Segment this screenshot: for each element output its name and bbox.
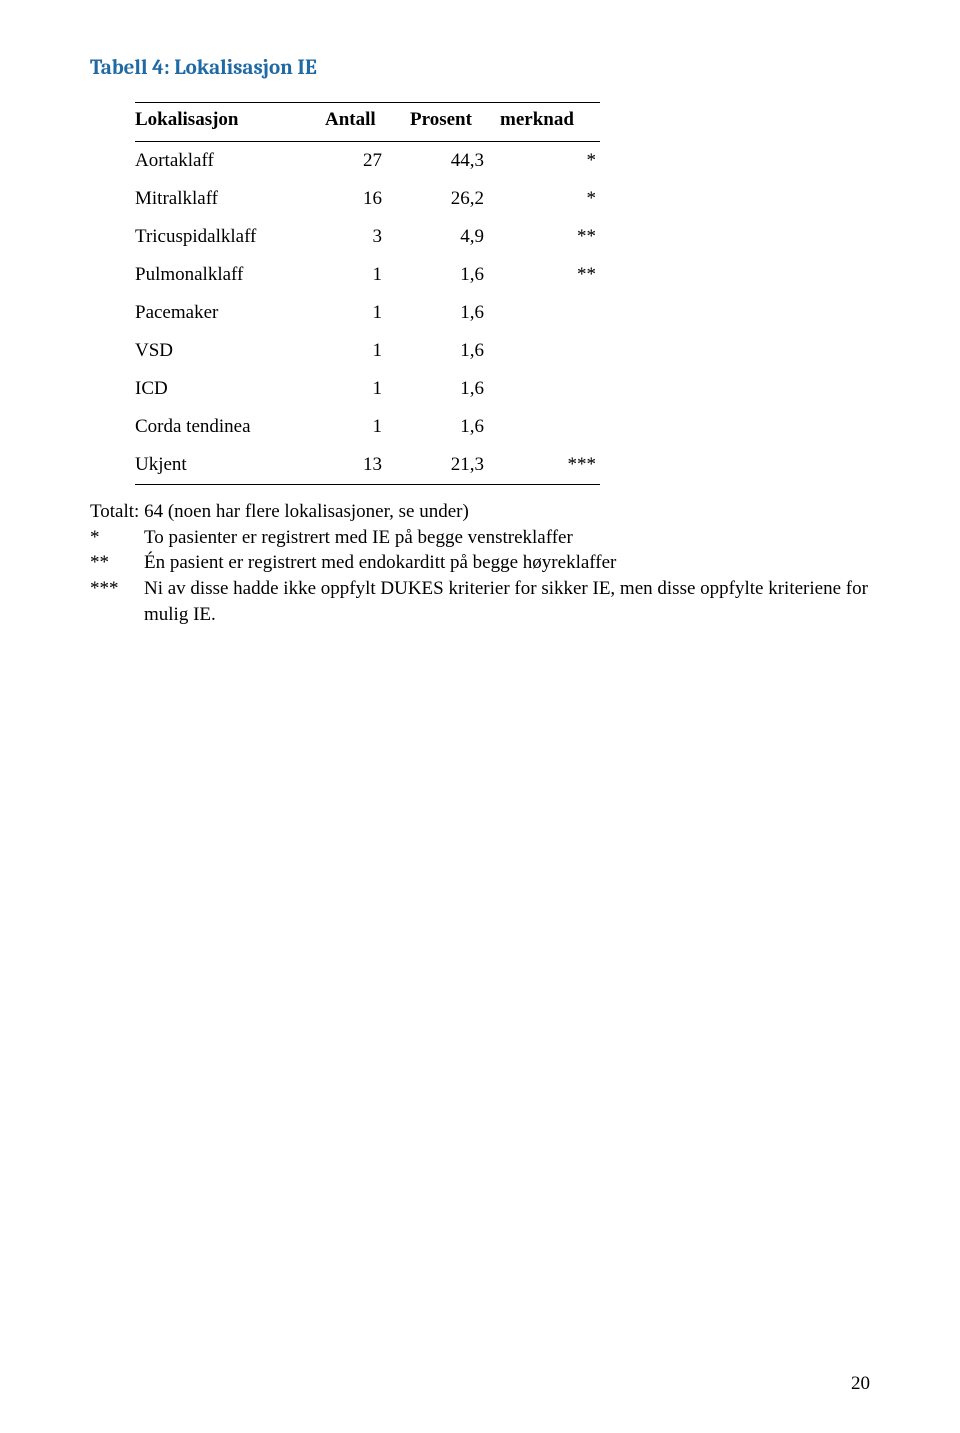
note-marker: ** — [90, 550, 144, 576]
table-cell: 21,3 — [410, 446, 500, 485]
table-cell: Aortaklaff — [135, 142, 325, 181]
note-item: *To pasienter er registrert med IE på be… — [90, 525, 870, 551]
note-item: **Én pasient er registrert med endokardi… — [90, 550, 870, 576]
table-cell: 1 — [325, 370, 410, 408]
table-cell: Mitralklaff — [135, 180, 325, 218]
table-cell: Pacemaker — [135, 294, 325, 332]
note-text: Ni av disse hadde ikke oppfylt DUKES kri… — [144, 576, 870, 627]
table-cell: 27 — [325, 142, 410, 181]
note-marker: * — [90, 525, 144, 551]
table-row: Aortaklaff2744,3* — [135, 142, 600, 181]
table-cell: 3 — [325, 218, 410, 256]
table-cell — [500, 370, 600, 408]
table-cell — [500, 408, 600, 446]
localization-table: Lokalisasjon Antall Prosent merknad Aort… — [135, 102, 600, 485]
table-row: ICD11,6 — [135, 370, 600, 408]
page-number: 20 — [851, 1373, 870, 1395]
table-row: Ukjent1321,3*** — [135, 446, 600, 485]
note-marker: *** — [90, 576, 144, 627]
table-cell: ** — [500, 256, 600, 294]
table-row: VSD11,6 — [135, 332, 600, 370]
table-cell — [500, 332, 600, 370]
table-row: Corda tendinea11,6 — [135, 408, 600, 446]
table-cell: VSD — [135, 332, 325, 370]
col-header-merknad: merknad — [500, 103, 600, 142]
table-cell: 13 — [325, 446, 410, 485]
table-cell: 1,6 — [410, 294, 500, 332]
table-cell: 16 — [325, 180, 410, 218]
document-page: Tabell 4: Lokalisasjon IE Lokalisasjon A… — [0, 0, 960, 1433]
note-item: ***Ni av disse hadde ikke oppfylt DUKES … — [90, 576, 870, 627]
notes-total: Totalt: 64 (noen har flere lokalisasjone… — [90, 499, 870, 525]
table-cell: * — [500, 180, 600, 218]
table-notes: Totalt: 64 (noen har flere lokalisasjone… — [90, 499, 870, 627]
table-cell: 1 — [325, 294, 410, 332]
table-cell: 26,2 — [410, 180, 500, 218]
notes-list: *To pasienter er registrert med IE på be… — [90, 525, 870, 628]
table-caption: Tabell 4: Lokalisasjon IE — [90, 56, 870, 80]
table-header-row: Lokalisasjon Antall Prosent merknad — [135, 103, 600, 142]
table-row: Tricuspidalklaff34,9** — [135, 218, 600, 256]
table-body: Aortaklaff2744,3*Mitralklaff1626,2*Tricu… — [135, 142, 600, 485]
table-cell: 1 — [325, 332, 410, 370]
table-cell: *** — [500, 446, 600, 485]
table-cell: 1,6 — [410, 256, 500, 294]
table-row: Mitralklaff1626,2* — [135, 180, 600, 218]
table-cell: 4,9 — [410, 218, 500, 256]
table-cell: Ukjent — [135, 446, 325, 485]
note-text: Én pasient er registrert med endokarditt… — [144, 550, 870, 576]
table-cell: 1 — [325, 408, 410, 446]
table-cell: Corda tendinea — [135, 408, 325, 446]
note-text: To pasienter er registrert med IE på beg… — [144, 525, 870, 551]
table-row: Pacemaker11,6 — [135, 294, 600, 332]
col-header-antall: Antall — [325, 103, 410, 142]
col-header-prosent: Prosent — [410, 103, 500, 142]
table-cell: ** — [500, 218, 600, 256]
table-cell: 1 — [325, 256, 410, 294]
table-row: Pulmonalklaff11,6** — [135, 256, 600, 294]
table-cell: 1,6 — [410, 332, 500, 370]
table-cell: * — [500, 142, 600, 181]
table-cell: 1,6 — [410, 408, 500, 446]
table-cell — [500, 294, 600, 332]
table-cell: Pulmonalklaff — [135, 256, 325, 294]
table-cell: 44,3 — [410, 142, 500, 181]
table-cell: ICD — [135, 370, 325, 408]
table-cell: Tricuspidalklaff — [135, 218, 325, 256]
col-header-lokalisasjon: Lokalisasjon — [135, 103, 325, 142]
table-cell: 1,6 — [410, 370, 500, 408]
